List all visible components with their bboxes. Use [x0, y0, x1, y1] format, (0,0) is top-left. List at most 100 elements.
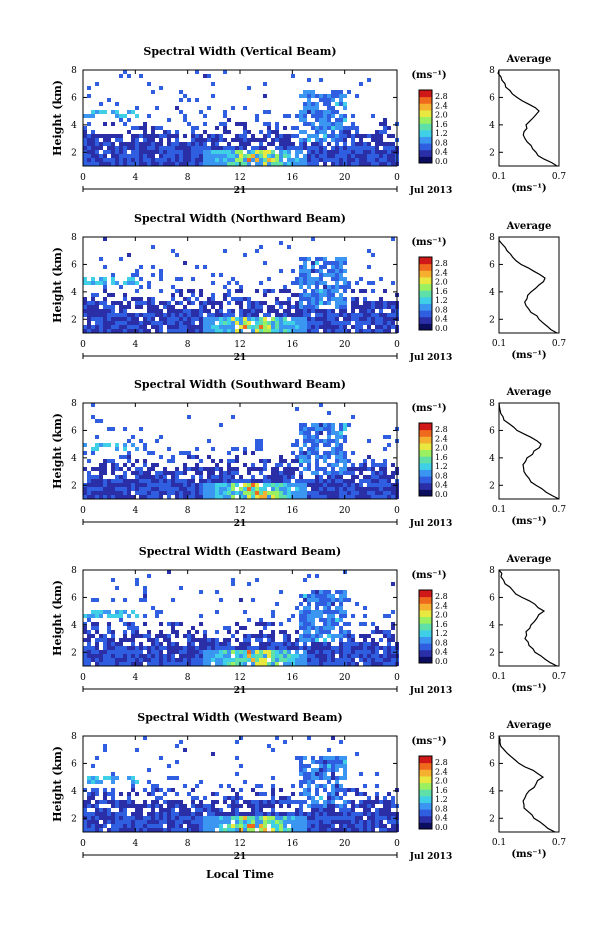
heatmap-cell — [119, 804, 123, 808]
heatmap-cell — [303, 325, 307, 329]
heatmap-cell — [163, 792, 167, 796]
heatmap-cell — [87, 114, 91, 118]
average-title: Average — [506, 221, 552, 232]
heatmap-cell — [327, 487, 331, 491]
heatmap-cell — [303, 114, 307, 118]
heatmap-cell — [215, 150, 219, 154]
heatmap-cell — [379, 471, 383, 475]
heatmap-cell — [263, 479, 267, 483]
heatmap-cell — [263, 792, 267, 796]
heatmap-cell — [115, 138, 119, 142]
heatmap-cell — [331, 114, 335, 118]
heatmap-cell — [167, 162, 171, 166]
heatmap-cell — [255, 804, 259, 808]
heatmap-cell — [139, 158, 143, 162]
heatmap-cell — [283, 146, 287, 150]
heatmap-cell — [315, 634, 319, 638]
heatmap-cell — [99, 443, 103, 447]
heatmap-cell — [139, 321, 143, 325]
heatmap-cell — [163, 146, 167, 150]
heatmap-cell — [223, 329, 227, 333]
heatmap-cell — [111, 273, 115, 277]
y-tick-label: 4 — [71, 621, 77, 631]
heatmap-cell — [183, 784, 187, 788]
colorbar-frame — [418, 422, 433, 497]
heatmap-cell — [343, 614, 347, 618]
heatmap-cell — [111, 658, 115, 662]
heatmap-cell — [291, 158, 295, 162]
heatmap-cell — [307, 78, 311, 82]
heatmap-cell — [199, 816, 203, 820]
heatmap-cell — [147, 281, 151, 285]
heatmap-cell — [131, 297, 135, 301]
heatmap-cell — [299, 634, 303, 638]
heatmap-cell — [279, 471, 283, 475]
heatmap-cell — [335, 455, 339, 459]
heatmap-cell — [375, 162, 379, 166]
heatmap-cell — [159, 158, 163, 162]
heatmap-cell — [159, 269, 163, 273]
heatmap-cell — [143, 126, 147, 130]
heatmap-cell — [155, 463, 159, 467]
heatmap-cell — [103, 289, 107, 293]
heatmap-cell — [371, 642, 375, 646]
heatmap-cell — [139, 634, 143, 638]
heatmap-cell — [315, 479, 319, 483]
heatmap-cell — [391, 820, 395, 824]
heatmap-cell — [227, 471, 231, 475]
heatmap-cell — [139, 662, 143, 666]
heatmap-cell — [263, 289, 267, 293]
heatmap-cell — [159, 483, 163, 487]
heatmap-cell — [127, 776, 131, 780]
heatmap-cell — [355, 154, 359, 158]
heatmap-cell — [227, 626, 231, 630]
heatmap-cell — [275, 642, 279, 646]
heatmap-cell — [127, 467, 131, 471]
heatmap-cell — [151, 309, 155, 313]
heatmap-cell — [271, 634, 275, 638]
heatmap-cell — [367, 479, 371, 483]
heatmap-cell — [147, 158, 151, 162]
heatmap-cell — [311, 491, 315, 495]
heatmap-cell — [243, 313, 247, 317]
heatmap-cell — [143, 736, 147, 740]
heatmap-cell — [359, 812, 363, 816]
heatmap-cell — [123, 479, 127, 483]
heatmap-cell — [303, 439, 307, 443]
heatmap-cell — [183, 114, 187, 118]
heatmap-cell — [115, 110, 119, 114]
heatmap-cell — [295, 828, 299, 832]
colorbar-segment — [419, 156, 432, 164]
heatmap-cell — [351, 614, 355, 618]
heatmap-cell — [259, 281, 263, 285]
heatmap-cell — [111, 158, 115, 162]
heatmap-cell — [311, 483, 315, 487]
heatmap-cell — [363, 622, 367, 626]
heatmap-cell — [83, 788, 87, 792]
panel-3: Spectral Width (Eastward Beam)2468Height… — [51, 545, 566, 696]
heatmap-cell — [159, 662, 163, 666]
heatmap-cell — [91, 305, 95, 309]
heatmap-cell — [287, 321, 291, 325]
heatmap-cell — [183, 634, 187, 638]
heatmap-cell — [227, 130, 231, 134]
heatmap-cell — [119, 150, 123, 154]
heatmap-cell — [119, 816, 123, 820]
heatmap-cell — [243, 253, 247, 257]
heatmap-cell — [175, 816, 179, 820]
heatmap-cell — [115, 146, 119, 150]
heatmap-cell — [311, 598, 315, 602]
heatmap-cell — [91, 110, 95, 114]
heatmap-cell — [159, 646, 163, 650]
heatmap-cell — [119, 329, 123, 333]
heatmap-cell — [259, 138, 263, 142]
heatmap-cell — [183, 321, 187, 325]
heatmap-cell — [331, 776, 335, 780]
heatmap-cell — [235, 796, 239, 800]
heatmap-cell — [179, 491, 183, 495]
heatmap-cell — [299, 309, 303, 313]
heatmap-cell — [111, 796, 115, 800]
heatmap-cell — [191, 654, 195, 658]
heatmap-cell — [307, 455, 311, 459]
heatmap-cell — [275, 154, 279, 158]
